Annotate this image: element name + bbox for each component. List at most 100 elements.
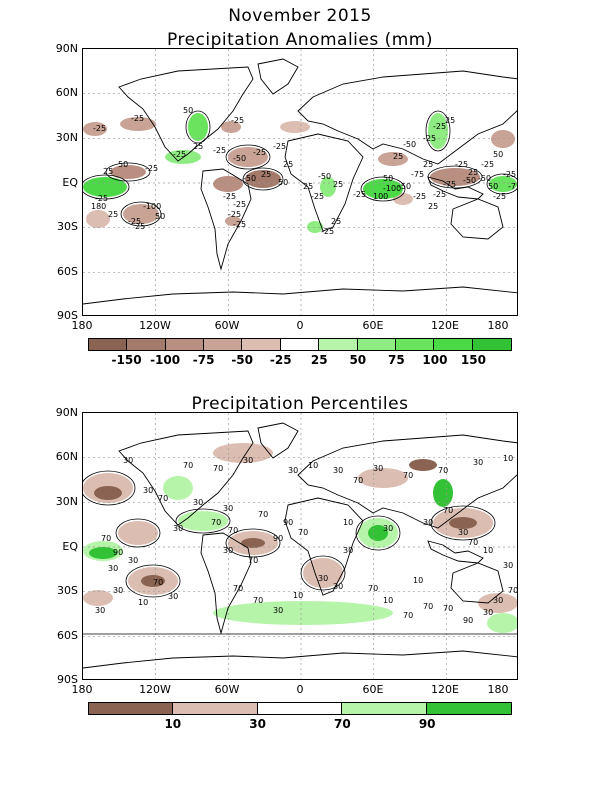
contour-label: -100 <box>383 184 401 193</box>
anomaly-dry-patch <box>110 165 146 179</box>
percentile-shading <box>83 443 517 633</box>
colorbar-swatch <box>472 339 511 350</box>
colorbar-swatch <box>257 703 343 714</box>
panel-1-title: Precipitation Anomalies (mm) <box>167 30 433 50</box>
eurasia-outline <box>297 434 517 529</box>
lon-label: 60W <box>214 683 240 696</box>
africa-outline <box>284 497 364 596</box>
anomaly-wet-patch <box>428 113 448 149</box>
contour-label: -25 <box>223 192 236 201</box>
anomaly-wet-patch <box>307 221 323 233</box>
contour-label: -25 <box>273 142 286 151</box>
antarctica-outline <box>83 650 517 669</box>
anomaly-dry-patch <box>378 152 408 166</box>
contour-label: 30 <box>333 466 343 475</box>
contour-label: 25 <box>103 167 113 176</box>
percentile-wet-patch <box>163 476 193 500</box>
anomaly-colorbar <box>88 338 512 351</box>
contour-label: -25 <box>233 200 246 209</box>
contour-label: 30 <box>168 592 178 601</box>
lat-label: 60S <box>57 265 78 278</box>
contour-label: 10 <box>343 518 353 527</box>
south-america-outline <box>200 532 252 635</box>
anomaly-dry-patch <box>221 121 241 133</box>
contour-label: 180 <box>91 202 106 211</box>
colorbar-label: -100 <box>150 353 181 367</box>
anomaly-dry-patch <box>245 170 281 188</box>
contour-label: 30 <box>143 486 153 495</box>
contour-label: -50 <box>243 174 256 183</box>
anomaly-contours <box>83 110 517 227</box>
contour-label: -25 <box>321 227 334 236</box>
contour-label: -25 <box>481 160 494 169</box>
lat-label: 30S <box>57 220 78 233</box>
greenland-outline <box>257 422 299 459</box>
panel-2-title: Precipitation Percentiles <box>191 394 409 414</box>
contour-label: 30 <box>128 556 138 565</box>
contour-label: 30 <box>343 546 353 555</box>
colorbar-swatch <box>280 339 320 350</box>
contour-label: -25 <box>228 210 241 219</box>
colorbar-swatch <box>89 339 128 350</box>
contour-label: 70 <box>101 534 111 543</box>
contour-label: 30 <box>383 524 393 533</box>
contour-label: -25 <box>173 150 186 159</box>
lon-label: 120E <box>431 319 459 332</box>
contour-label: 70 <box>468 538 478 547</box>
colorbar-swatch <box>89 703 174 714</box>
percentile-colorbar-labels: 10 30 70 90 <box>88 717 512 733</box>
lat-label: 90N <box>55 406 78 419</box>
contour-label: -25 <box>231 116 244 125</box>
contour-label: 30 <box>193 498 203 507</box>
percentile-colorbar <box>88 702 512 715</box>
lat-label: 30N <box>55 495 78 508</box>
colorbar-swatch <box>342 703 427 714</box>
contour-label: 25 <box>261 170 271 179</box>
lat-label: 30N <box>55 131 78 144</box>
contour-label: 30 <box>333 582 343 591</box>
contour-label: 90 <box>283 518 293 527</box>
colorbar-swatch <box>357 339 396 350</box>
contour-label: 10 <box>308 461 318 470</box>
anomaly-dry-patch <box>83 122 107 136</box>
contour-label: 10 <box>383 596 393 605</box>
colorbar-label: 50 <box>349 353 367 367</box>
contour-label: 100 <box>373 192 388 201</box>
lat-label: 30S <box>57 584 78 597</box>
lat-label: 90S <box>57 673 78 686</box>
contour-label: 30 <box>423 518 433 527</box>
contour-label: 70 <box>183 461 193 470</box>
contour-label: 10 <box>483 546 493 555</box>
contour-label: 25 <box>108 210 118 219</box>
colorbar-label: 100 <box>422 353 448 367</box>
percentile-very-dry-patch <box>449 517 477 529</box>
contour-label: -50 <box>318 172 331 181</box>
lon-label: 180 <box>71 683 93 696</box>
coastlines <box>83 422 517 669</box>
lat-label: EQ <box>62 176 78 189</box>
contour-label: 70 <box>258 510 268 519</box>
contour-label: -75 <box>411 170 424 179</box>
contour-label: 10 <box>138 598 148 607</box>
colorbar-label: -75 <box>192 353 215 367</box>
contour-label: -50 <box>403 140 416 149</box>
contour-label: 30 <box>288 466 298 475</box>
panel-2-map-frame: 30 70 70 30 30 10 30 70 30 70 70 30 10 30 70 30 30 70 90 30… <box>82 412 518 680</box>
contour-label: -50 <box>478 174 491 183</box>
contour-label: -25 <box>311 192 324 201</box>
contour-label: 70 <box>508 586 518 595</box>
panel-1-map-frame: -25 -25 50 -25 25 50 -25 -25 25 -25 -50 -25 -25 25 -50… <box>82 48 518 316</box>
panel-2-map: 30 70 70 30 30 10 30 70 30 70 70 30 10 30 70 30 30 70 90 30… <box>56 406 518 696</box>
contour-label: 50 <box>383 174 393 183</box>
contour-label: 25 <box>468 168 478 177</box>
contour-label: 50 <box>493 150 503 159</box>
percentile-dry-patch <box>118 521 158 545</box>
australia-outline <box>450 562 504 604</box>
contour-label: 30 <box>373 464 383 473</box>
contour-label: -25 <box>233 220 246 229</box>
lon-label: 120E <box>431 683 459 696</box>
colorbar-label: -50 <box>231 353 254 367</box>
anomaly-wet-patch <box>363 179 403 199</box>
percentile-contours <box>83 470 517 635</box>
